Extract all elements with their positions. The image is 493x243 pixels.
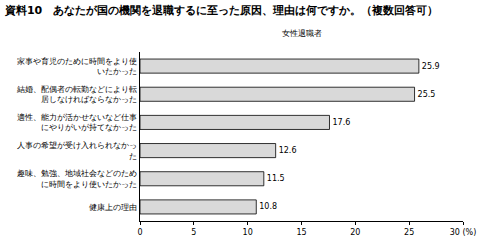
svg-text:20: 20 xyxy=(350,228,360,237)
svg-text:12.6: 12.6 xyxy=(279,146,297,155)
svg-text:結婚、配偶者の転勤などにより転居しなければならなかった: 結婚、配偶者の転勤などにより転居しなければならなかった xyxy=(16,85,137,104)
svg-text:17.6: 17.6 xyxy=(332,118,350,127)
svg-text:25.5: 25.5 xyxy=(418,90,436,99)
svg-text:11.5: 11.5 xyxy=(267,174,285,183)
svg-text:0: 0 xyxy=(137,228,142,237)
svg-text:30 (%): 30 (%) xyxy=(450,228,477,237)
svg-text:人事の希望が受け入れられなかった: 人事の希望が受け入れられなかった xyxy=(17,141,137,160)
svg-text:25.9: 25.9 xyxy=(422,62,440,71)
svg-text:適性、能力が活かせないなど仕事にやりがいが持てなかった: 適性、能力が活かせないなど仕事にやりがいが持てなかった xyxy=(17,113,137,132)
svg-text:10.8: 10.8 xyxy=(259,202,277,211)
svg-text:10: 10 xyxy=(243,228,253,237)
svg-text:家事や育児のために時間をより使いたかった: 家事や育児のために時間をより使いたかった xyxy=(17,57,137,76)
svg-text:資料10 あなたが国の機関を退職するに至った原因、理由は何で: 資料10 あなたが国の機関を退職するに至った原因、理由は何ですか。（複数回答可） xyxy=(4,4,438,17)
svg-text:趣味、勉強、地域社会などのために時間をより使いたかった: 趣味、勉強、地域社会などのために時間をより使いたかった xyxy=(17,169,137,188)
svg-text:女性退職者: 女性退職者 xyxy=(282,29,322,38)
svg-text:15: 15 xyxy=(296,228,306,237)
svg-text:25: 25 xyxy=(404,228,414,237)
svg-text:5: 5 xyxy=(191,228,196,237)
svg-text:健康上の理由: 健康上の理由 xyxy=(89,203,137,212)
